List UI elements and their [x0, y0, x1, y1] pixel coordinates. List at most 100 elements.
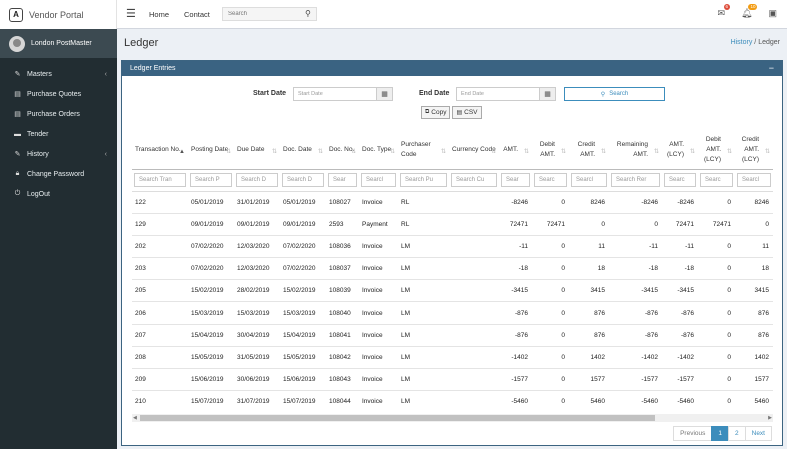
search-icon[interactable]: ⚲ — [305, 9, 311, 18]
sort-icon[interactable]: ⇅ — [653, 149, 659, 155]
column-header[interactable]: AMT. (LCY) ⇅ — [662, 131, 698, 170]
table-row[interactable]: 205 15/02/2019 28/02/2019 15/02/2019 108039 I… — [132, 279, 773, 303]
table-cell: 207 — [132, 324, 188, 347]
sort-icon[interactable]: ⇅ — [560, 149, 566, 155]
table-row[interactable]: 209 15/06/2019 30/06/2019 15/06/2019 108043 I… — [132, 368, 773, 392]
column-search-input[interactable]: Searcl — [361, 173, 396, 187]
scroll-left-icon[interactable]: ◀ — [133, 415, 137, 421]
column-header[interactable]: Posting Date ⇅ — [188, 131, 234, 170]
sort-icon[interactable]: ⇅ — [764, 149, 770, 155]
sidebar-item-change-password[interactable]: 🔒︎ Change Password — [0, 164, 117, 184]
column-search-input[interactable]: Searcl — [571, 173, 607, 187]
brand-logo: A — [9, 7, 23, 22]
sort-icon[interactable]: ⇅ — [389, 149, 395, 155]
column-search-input[interactable]: Search D — [282, 173, 324, 187]
table-cell: -11 — [499, 235, 532, 259]
column-search-input[interactable]: Search Cu — [451, 173, 497, 187]
column-header[interactable]: Purchaser Code ⇅ — [398, 131, 449, 170]
end-date-input[interactable]: End Date — [456, 87, 540, 101]
column-search-input[interactable]: Searcl — [737, 173, 771, 187]
column-search-input[interactable]: Search Pu — [400, 173, 447, 187]
column-header[interactable]: Due Date ⇅ — [234, 131, 280, 170]
scrollbar-thumb[interactable] — [140, 415, 655, 421]
sidebar-item-purchase-orders[interactable]: ▤ Purchase Orders — [0, 104, 117, 124]
sidebar-item-purchase-quotes[interactable]: ▤ Purchase Quotes — [0, 84, 117, 104]
nav-contact-link[interactable]: Contact — [184, 10, 210, 19]
copy-button[interactable]: ⧉ Copy — [421, 106, 451, 119]
table-row[interactable]: 210 15/07/2019 31/07/2019 15/07/2019 108044 I… — [132, 390, 773, 411]
column-search-input[interactable]: Sear — [501, 173, 530, 187]
table-row[interactable]: 208 15/05/2019 31/05/2019 15/05/2019 108042 I… — [132, 346, 773, 370]
bell-icon[interactable]: 🔔︎ 10 — [741, 4, 758, 18]
sidebar-item-history[interactable]: ✎ History ‹ — [0, 144, 117, 164]
table-row[interactable]: 207 15/04/2019 30/04/2019 15/04/2019 108041 I… — [132, 324, 773, 347]
table-cell: 108042 — [326, 346, 359, 370]
sort-icon[interactable]: ▲ — [179, 149, 185, 155]
user-menu-icon[interactable]: ▣ — [768, 8, 777, 18]
column-search-input[interactable]: Sear — [328, 173, 357, 187]
sidebar-item-logout[interactable]: ⏻ LogOut — [0, 184, 117, 204]
sort-icon[interactable]: ⇅ — [350, 149, 356, 155]
sort-icon[interactable]: ⇅ — [225, 149, 231, 155]
table-cell: Payment — [359, 213, 398, 236]
brand[interactable]: A Vendor Portal — [0, 0, 117, 29]
next-page-button[interactable]: Next — [744, 426, 772, 441]
top-search-input[interactable] — [222, 7, 317, 21]
column-header[interactable]: Doc. Date ⇅ — [280, 131, 326, 170]
calendar-icon[interactable]: ▦ — [539, 87, 556, 101]
column-search-input[interactable]: Searc — [700, 173, 733, 187]
horizontal-scrollbar[interactable]: ◀ ▶ — [132, 414, 773, 422]
column-header[interactable]: Debit AMT. (LCY) ⇅ — [698, 131, 735, 170]
table-row[interactable]: 122 05/01/2019 31/01/2019 05/01/2019 108027 I… — [132, 191, 773, 214]
table-row[interactable]: 206 15/03/2019 15/03/2019 15/03/2019 108040 I… — [132, 301, 773, 325]
sidebar-item-tender[interactable]: ▬ Tender — [0, 124, 117, 144]
sidebar-toggle-icon[interactable]: ☰ — [126, 8, 136, 20]
column-search-input[interactable]: Searc — [664, 173, 696, 187]
sort-icon[interactable]: ⇅ — [726, 149, 732, 155]
messages-icon[interactable]: ✉ 6 — [717, 4, 731, 18]
csv-button[interactable]: ▤ CSV — [452, 106, 482, 119]
column-header[interactable]: Currency Code ⇅ — [449, 131, 499, 170]
sort-icon[interactable]: ⇅ — [271, 149, 277, 155]
table-cell: 0 — [698, 235, 735, 259]
page-1-button[interactable]: 1 — [711, 426, 729, 441]
sort-icon[interactable]: ⇅ — [440, 149, 446, 155]
column-header[interactable]: Doc. No. ⇅ — [326, 131, 359, 170]
table-row[interactable]: 203 07/02/2020 12/03/2020 07/02/2020 108037 I… — [132, 257, 773, 281]
column-search-input[interactable]: Search Tran — [134, 173, 186, 187]
sort-icon[interactable]: ⇅ — [523, 149, 529, 155]
column-search-input[interactable]: Searc — [534, 173, 567, 187]
column-header[interactable]: Doc. Type ⇅ — [359, 131, 398, 170]
table-cell: LM — [398, 279, 449, 303]
column-search-input[interactable]: Search D — [236, 173, 278, 187]
column-header[interactable]: AMT. ⇅ — [499, 131, 532, 170]
column-filter-cell: Search P — [188, 169, 234, 192]
column-search-input[interactable]: Search Rer — [611, 173, 660, 187]
sort-icon[interactable]: ⇅ — [689, 149, 695, 155]
sort-icon[interactable]: ⇅ — [490, 149, 496, 155]
column-header[interactable]: Remaining AMT. ⇅ — [609, 131, 662, 170]
nav-home-link[interactable]: Home — [149, 10, 170, 19]
column-header[interactable]: Credit AMT. ⇅ — [569, 131, 609, 170]
sidebar-item-masters[interactable]: ✎ Masters ‹ — [0, 64, 117, 84]
minimize-icon[interactable]: − — [768, 63, 774, 73]
table-cell: -876 — [662, 301, 698, 325]
table-row[interactable]: 129 09/01/2019 09/01/2019 09/01/2019 2593 Pay… — [132, 213, 773, 236]
column-header[interactable]: Credit AMT. (LCY) ⇅ — [735, 131, 773, 170]
table-row[interactable]: 202 07/02/2020 12/03/2020 07/02/2020 108036 I… — [132, 235, 773, 259]
calendar-icon[interactable]: ▦ — [376, 87, 393, 101]
search-button[interactable]: ⚲ Search — [564, 87, 665, 101]
previous-page-button[interactable]: Previous — [673, 426, 713, 441]
column-header[interactable]: Transaction No. ▲ — [132, 131, 188, 170]
column-header[interactable]: Debit AMT. ⇅ — [532, 131, 569, 170]
page-2-button[interactable]: 2 — [728, 426, 746, 441]
sort-icon[interactable]: ⇅ — [317, 149, 323, 155]
sort-icon[interactable]: ⇅ — [600, 149, 606, 155]
column-search-input[interactable]: Search P — [190, 173, 232, 187]
table-cell: 0 — [532, 368, 569, 392]
scroll-right-icon[interactable]: ▶ — [768, 415, 772, 421]
breadcrumb-history-link[interactable]: History — [730, 39, 753, 46]
breadcrumb: History / Ledger — [731, 39, 780, 46]
column-filter-cell: Search Rer — [609, 169, 662, 192]
start-date-input[interactable]: Start Date — [293, 87, 377, 101]
